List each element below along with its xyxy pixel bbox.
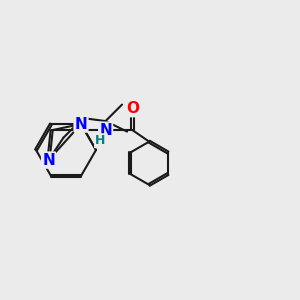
Text: O: O [126,101,139,116]
Text: N: N [75,116,87,131]
Text: H: H [95,134,105,147]
Text: N: N [42,153,55,168]
Text: N: N [99,123,112,138]
